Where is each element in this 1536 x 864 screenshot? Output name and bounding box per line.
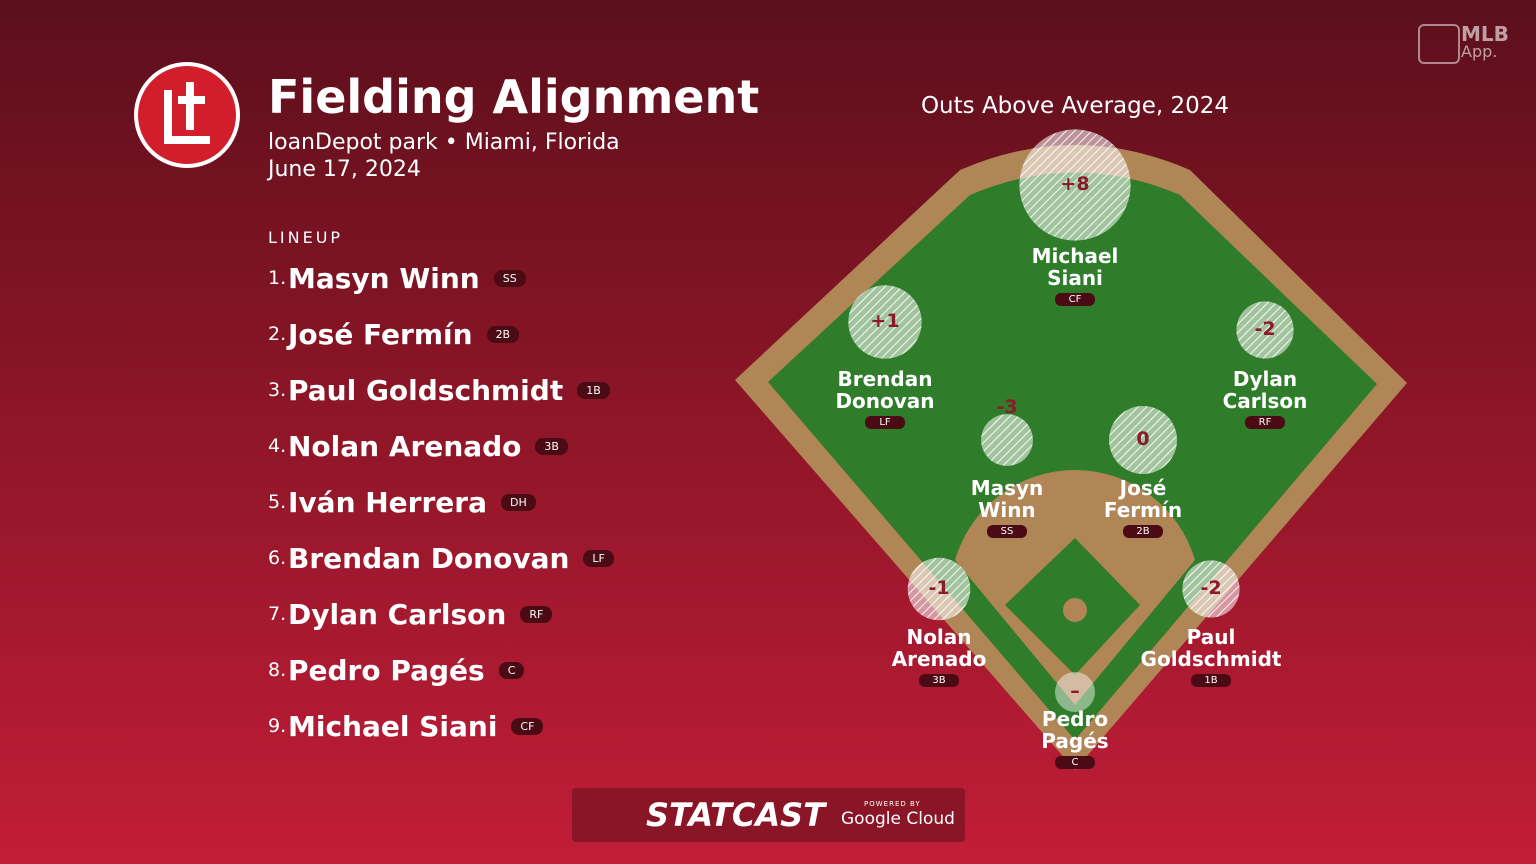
fielder-name: Masyn Winn — [927, 477, 1087, 521]
fielder-name-text: Pedro Pagés — [1041, 707, 1109, 753]
lineup-row: 7. Dylan Carlson RF — [268, 594, 553, 634]
venue: loanDepot park • Miami, Florida — [268, 130, 620, 155]
fielder-name-text: Dylan Carlson — [1222, 367, 1308, 413]
fielder-name-text: Michael Siani — [1031, 244, 1119, 290]
oaa-circle — [981, 414, 1033, 466]
player-name: Iván Herrera — [288, 485, 487, 519]
lineup-number: 4. — [268, 435, 287, 457]
powered-by: POWERED BY — [864, 800, 921, 808]
oaa-label: -2 — [1254, 318, 1276, 340]
lineup-row: 8. Pedro Pagés C — [268, 650, 525, 690]
oaa-circle — [848, 285, 922, 359]
player-name: Dylan Carlson — [288, 597, 507, 631]
lineup-row: 5. Iván Herrera DH — [268, 482, 536, 522]
fielder-position: SS — [987, 525, 1027, 538]
fielder-name: José Fermín — [1063, 477, 1223, 521]
mound — [1063, 598, 1087, 622]
position-badge: RF — [520, 605, 553, 623]
fielder-position: 2B — [1123, 525, 1163, 538]
oaa-circle — [1236, 301, 1294, 359]
fielder-name-text: Nolan Arenado — [891, 625, 987, 671]
lineup-row: 9. Michael Siani CF — [268, 706, 544, 746]
app-name: MLB — [1461, 22, 1509, 46]
oaa-circle — [907, 557, 971, 621]
oaa-label: +1 — [870, 310, 900, 332]
fielder-position: CF — [1055, 293, 1095, 306]
lineup-number: 2. — [268, 323, 287, 345]
oaa-label: -3 — [996, 396, 1018, 418]
lineup-row: 2. José Fermín 2B — [268, 314, 520, 354]
position-badge: DH — [500, 493, 536, 511]
lineup-number: 5. — [268, 491, 287, 513]
fielder-name: Paul Goldschmidt — [1131, 626, 1291, 670]
oaa-label: -2 — [1200, 577, 1222, 599]
player-name: Pedro Pagés — [288, 653, 485, 687]
oaa-circle — [1055, 672, 1095, 712]
fielder-name-text: Masyn Winn — [970, 476, 1044, 522]
lineup-number: 6. — [268, 547, 287, 569]
fielder-name: Michael Siani — [995, 245, 1155, 289]
fielder-name: Brendan Donovan — [805, 368, 965, 412]
lineup-row: 3. Paul Goldschmidt 1B — [268, 370, 610, 410]
lineup-number: 7. — [268, 603, 287, 625]
oaa-label: -1 — [928, 577, 950, 599]
oaa-circle — [1109, 406, 1177, 474]
player-name: José Fermín — [288, 317, 473, 351]
position-badge: C — [498, 661, 525, 679]
fielder-name-text: José Fermín — [1103, 476, 1183, 522]
player-name: Brendan Donovan — [288, 541, 570, 575]
fielder-name: Pedro Pagés — [995, 708, 1155, 752]
lineup-number: 3. — [268, 379, 287, 401]
player-name: Nolan Arenado — [288, 429, 522, 463]
statcast: STATCAST — [646, 796, 826, 834]
title: Fielding Alignment — [268, 70, 760, 124]
oaa-label: +8 — [1060, 173, 1090, 195]
fielder-position: LF — [865, 416, 905, 429]
lineup-number: 1. — [268, 267, 287, 289]
fielder-position: C — [1055, 756, 1095, 769]
lineup-row: 6. Brendan Donovan LF — [268, 538, 614, 578]
footer-box — [572, 788, 965, 842]
position-badge: 3B — [535, 437, 568, 455]
date: June 17, 2024 — [268, 157, 421, 182]
player-name: Masyn Winn — [288, 261, 480, 295]
position-badge: CF — [511, 717, 544, 735]
lineup-row: 4. Nolan Arenado 3B — [268, 426, 568, 466]
field-title: Outs Above Average, 2024 — [920, 93, 1230, 119]
google-cloud: Google Cloud — [841, 809, 955, 829]
position-badge: LF — [583, 549, 614, 567]
player-name: Paul Goldschmidt — [288, 373, 564, 407]
fielder-position: 3B — [919, 674, 959, 687]
lineup-number: 8. — [268, 659, 287, 681]
position-badge: 2B — [486, 325, 520, 343]
lineup-number: 9. — [268, 715, 287, 737]
fielder-name-text: Paul Goldschmidt — [1140, 625, 1282, 671]
fielder-position: RF — [1245, 416, 1285, 429]
position-badge: 1B — [577, 381, 610, 399]
fielder-position: 1B — [1191, 674, 1231, 687]
position-badge: SS — [493, 269, 526, 287]
logo-letters — [164, 82, 210, 144]
fielder-name: Dylan Carlson — [1185, 368, 1345, 412]
fielder-name: Nolan Arenado — [859, 626, 1019, 670]
oaa-circle — [1019, 129, 1131, 241]
lineup-label: LINEUP — [268, 228, 344, 247]
oaa-circle — [1182, 560, 1240, 618]
lineup-row: 1. Masyn Winn SS — [268, 258, 526, 298]
oaa-label: 0 — [1136, 428, 1150, 450]
oaa-label: – — [1070, 680, 1080, 702]
app-icon — [1418, 24, 1460, 64]
fielder-name-text: Brendan Donovan — [835, 367, 935, 413]
app-sub: App. — [1461, 42, 1498, 61]
player-name: Michael Siani — [288, 709, 498, 743]
